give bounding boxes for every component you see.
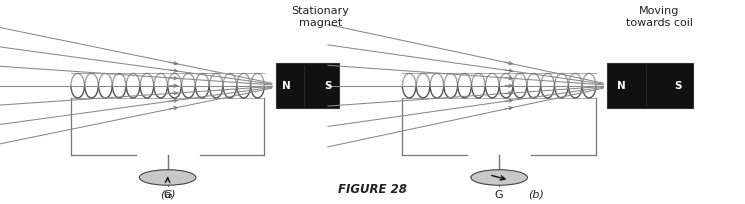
Circle shape <box>471 170 527 185</box>
Bar <box>276 63 339 108</box>
Text: Moving
towards coil: Moving towards coil <box>626 6 693 28</box>
Text: (a): (a) <box>160 190 175 200</box>
Text: (b): (b) <box>528 190 545 200</box>
Text: S: S <box>674 81 682 91</box>
Bar <box>607 63 693 108</box>
Circle shape <box>139 170 196 185</box>
Text: G: G <box>163 190 172 200</box>
Text: N: N <box>282 81 291 91</box>
Text: Stationary
magnet: Stationary magnet <box>291 6 349 28</box>
Text: G: G <box>495 190 504 200</box>
Text: FIGURE 28: FIGURE 28 <box>338 183 407 196</box>
Text: S: S <box>325 81 332 91</box>
Text: N: N <box>618 81 626 91</box>
